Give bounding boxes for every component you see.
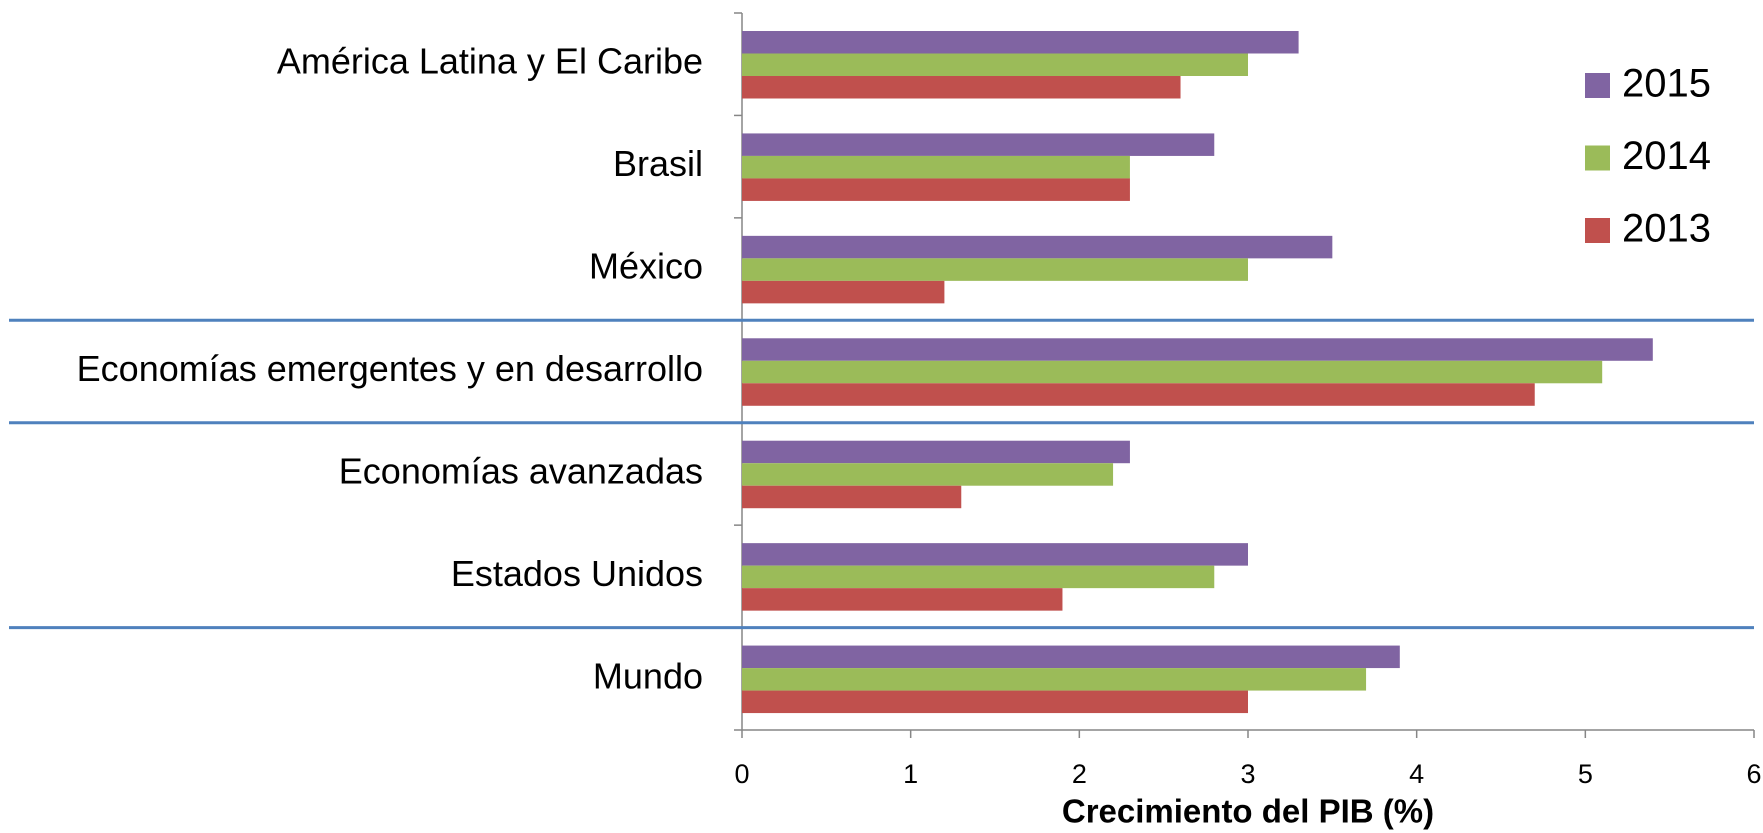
bar xyxy=(742,565,1215,589)
bar xyxy=(742,588,1063,611)
category-label: Estados Unidos xyxy=(451,553,703,594)
category-label: Economías avanzadas xyxy=(339,450,703,491)
x-tick-label: 1 xyxy=(903,759,918,789)
bar xyxy=(742,280,945,304)
bar xyxy=(742,53,1248,76)
bar xyxy=(742,668,1367,691)
bar xyxy=(742,155,1130,179)
bar xyxy=(742,133,1215,156)
legend-swatch xyxy=(1585,73,1610,98)
category-label: América Latina y El Caribe xyxy=(277,41,703,82)
category-label: México xyxy=(589,246,703,287)
bar xyxy=(742,31,1299,54)
x-tick-label: 2 xyxy=(1072,759,1087,789)
bar xyxy=(742,485,962,509)
bar xyxy=(742,690,1248,714)
bar xyxy=(742,338,1653,361)
bar xyxy=(742,463,1114,486)
bar xyxy=(742,76,1181,99)
legend-label: 2014 xyxy=(1622,134,1711,178)
bar xyxy=(742,440,1130,464)
legend-label: 2013 xyxy=(1622,207,1711,251)
legend-swatch xyxy=(1585,218,1610,243)
bar xyxy=(742,645,1400,669)
x-tick-label: 3 xyxy=(1240,759,1255,789)
category-label: Brasil xyxy=(613,143,703,184)
bar xyxy=(742,360,1603,384)
legend-swatch xyxy=(1585,145,1610,171)
x-tick-label: 6 xyxy=(1746,759,1761,789)
category-label: Mundo xyxy=(593,655,703,696)
x-tick-label: 4 xyxy=(1409,759,1424,789)
x-tick-label: 5 xyxy=(1578,759,1593,789)
bar xyxy=(742,235,1333,259)
bar xyxy=(742,383,1535,406)
x-tick-label: 0 xyxy=(734,759,749,789)
bar xyxy=(742,543,1248,566)
legend-label: 2015 xyxy=(1622,62,1711,106)
bar xyxy=(742,258,1248,281)
x-axis-label: Crecimiento del PIB (%) xyxy=(1062,793,1434,830)
category-label: Economías emergentes y en desarrollo xyxy=(77,348,703,389)
bar xyxy=(742,178,1130,201)
